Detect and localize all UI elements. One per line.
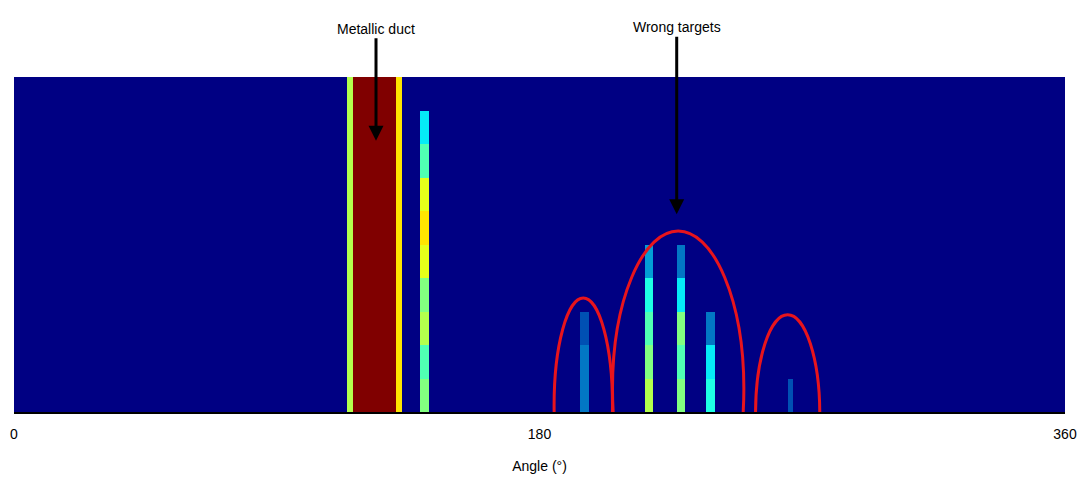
svg-text:Metallic duct: Metallic duct: [337, 21, 415, 37]
svg-text:360: 360: [1053, 426, 1077, 442]
svg-text:Angle (°): Angle (°): [512, 458, 567, 474]
svg-text:180: 180: [528, 426, 552, 442]
svg-text:0: 0: [10, 426, 18, 442]
svg-text:Wrong targets: Wrong targets: [633, 19, 721, 35]
